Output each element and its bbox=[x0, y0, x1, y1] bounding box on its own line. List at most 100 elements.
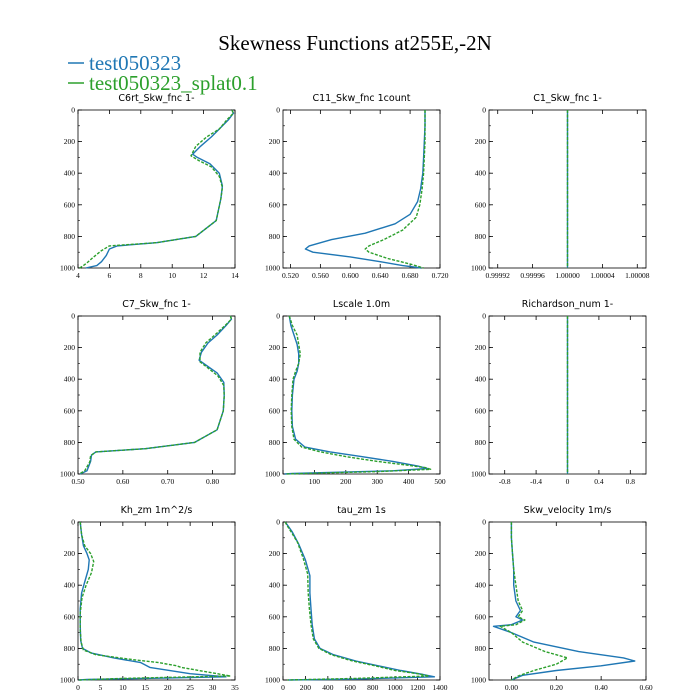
x-tick-label: 0.4 bbox=[594, 477, 604, 486]
x-tick-label: 0.20 bbox=[550, 683, 563, 692]
y-tick-label: 200 bbox=[269, 137, 281, 146]
y-tick-label: 800 bbox=[475, 644, 487, 653]
x-tick-label: 1.00000 bbox=[555, 271, 580, 280]
legend-label-blue: test050323 bbox=[89, 51, 181, 75]
y-tick-label: 1000 bbox=[60, 676, 75, 685]
y-tick-label: 1000 bbox=[60, 470, 75, 479]
y-tick-label: 0 bbox=[71, 518, 75, 527]
y-tick-label: 1000 bbox=[471, 264, 486, 273]
x-tick-label: 0.99996 bbox=[520, 271, 545, 280]
panel-title: Lscale 1.0m bbox=[333, 299, 390, 310]
y-tick-label: 800 bbox=[269, 438, 281, 447]
panel-title: C1_Skw_fnc 1- bbox=[533, 93, 602, 104]
x-tick-label: 14 bbox=[231, 271, 239, 280]
x-tick-label: 400 bbox=[403, 477, 415, 486]
series-line-test050323 bbox=[284, 521, 436, 681]
y-tick-label: 400 bbox=[269, 581, 281, 590]
series-line-splat0.1 bbox=[364, 110, 426, 269]
x-tick-label: 300 bbox=[372, 477, 384, 486]
x-tick-label: 0.640 bbox=[372, 271, 389, 280]
y-tick-label: 0 bbox=[71, 106, 75, 115]
y-tick-label: 400 bbox=[269, 375, 281, 384]
x-tick-label: 1.00008 bbox=[625, 271, 650, 280]
y-tick-label: 0 bbox=[71, 312, 75, 321]
x-tick-label: 8 bbox=[139, 271, 143, 280]
panel-title: C7_Skw_fnc 1- bbox=[122, 299, 191, 310]
series-line-splat0.1 bbox=[79, 109, 235, 269]
x-tick-label: 0.99992 bbox=[486, 271, 511, 280]
y-tick-label: 200 bbox=[475, 343, 487, 352]
x-tick-label: 0.60 bbox=[116, 477, 129, 486]
y-tick-label: 400 bbox=[64, 375, 76, 384]
x-tick-label: 0.600 bbox=[342, 271, 359, 280]
x-tick-label: 6 bbox=[108, 271, 112, 280]
x-tick-label: 0.8 bbox=[626, 477, 636, 486]
y-tick-label: 0 bbox=[482, 518, 486, 527]
series-line-test050323 bbox=[284, 315, 429, 475]
y-tick-label: 200 bbox=[269, 549, 281, 558]
x-tick-label: 600 bbox=[345, 683, 357, 692]
x-tick-label: 0.720 bbox=[432, 271, 449, 280]
y-tick-label: 800 bbox=[475, 232, 487, 241]
x-tick-label: 0.70 bbox=[161, 477, 174, 486]
x-tick-label: -0.8 bbox=[499, 477, 511, 486]
x-tick-label: 4 bbox=[76, 271, 80, 280]
x-tick-label: 0.00 bbox=[505, 683, 518, 692]
panel-title: tau_zm 1s bbox=[337, 505, 386, 516]
x-tick-label: 0 bbox=[281, 683, 285, 692]
y-tick-label: 200 bbox=[475, 137, 487, 146]
y-tick-label: 400 bbox=[64, 169, 76, 178]
panel-title: C6rt_Skw_fnc 1- bbox=[118, 93, 194, 104]
y-tick-label: 1000 bbox=[471, 470, 486, 479]
x-tick-label: 800 bbox=[367, 683, 379, 692]
panel-1: C11_Skw_fnc 1count 0 200 400 600 800 10000.520… bbox=[265, 93, 449, 280]
plot-frame bbox=[77, 521, 236, 681]
x-tick-label: 500 bbox=[434, 477, 446, 486]
x-tick-label: 1400 bbox=[433, 683, 448, 692]
y-tick-label: 600 bbox=[269, 200, 281, 209]
y-tick-label: 600 bbox=[475, 406, 487, 415]
x-tick-label: 12 bbox=[200, 271, 208, 280]
x-tick-label: 0.520 bbox=[282, 271, 299, 280]
y-tick-label: 200 bbox=[64, 549, 76, 558]
x-tick-label: 100 bbox=[309, 477, 321, 486]
series-line-splat0.1 bbox=[284, 521, 430, 681]
x-tick-label: 0 bbox=[76, 683, 80, 692]
x-tick-label: 0.680 bbox=[402, 271, 419, 280]
x-tick-label: 15 bbox=[142, 683, 150, 692]
x-tick-label: 200 bbox=[340, 477, 352, 486]
x-tick-label: 0.40 bbox=[595, 683, 608, 692]
series-line-splat0.1 bbox=[78, 315, 233, 475]
y-tick-label: 800 bbox=[64, 232, 76, 241]
y-tick-label: 1000 bbox=[265, 264, 280, 273]
plot-frame bbox=[282, 521, 441, 681]
y-tick-label: 0 bbox=[482, 312, 486, 321]
y-tick-label: 0 bbox=[276, 518, 280, 527]
y-tick-label: 600 bbox=[64, 200, 76, 209]
y-tick-label: 200 bbox=[64, 137, 76, 146]
y-tick-label: 600 bbox=[475, 612, 487, 621]
y-tick-label: 600 bbox=[269, 612, 281, 621]
x-tick-label: 0.50 bbox=[71, 477, 84, 486]
x-tick-label: 0 bbox=[281, 477, 285, 486]
y-tick-label: 1000 bbox=[265, 470, 280, 479]
x-tick-label: 0.80 bbox=[206, 477, 219, 486]
y-tick-label: 0 bbox=[276, 106, 280, 115]
y-tick-label: 0 bbox=[276, 312, 280, 321]
x-tick-label: 1000 bbox=[388, 683, 403, 692]
y-tick-label: 400 bbox=[475, 581, 487, 590]
x-tick-label: 0 bbox=[566, 477, 570, 486]
series-line-splat0.1 bbox=[79, 521, 232, 681]
x-tick-label: 1200 bbox=[410, 683, 425, 692]
y-tick-label: 800 bbox=[475, 438, 487, 447]
x-tick-label: 0.560 bbox=[312, 271, 329, 280]
x-tick-label: 0.60 bbox=[639, 683, 652, 692]
plot-frame bbox=[282, 315, 441, 475]
